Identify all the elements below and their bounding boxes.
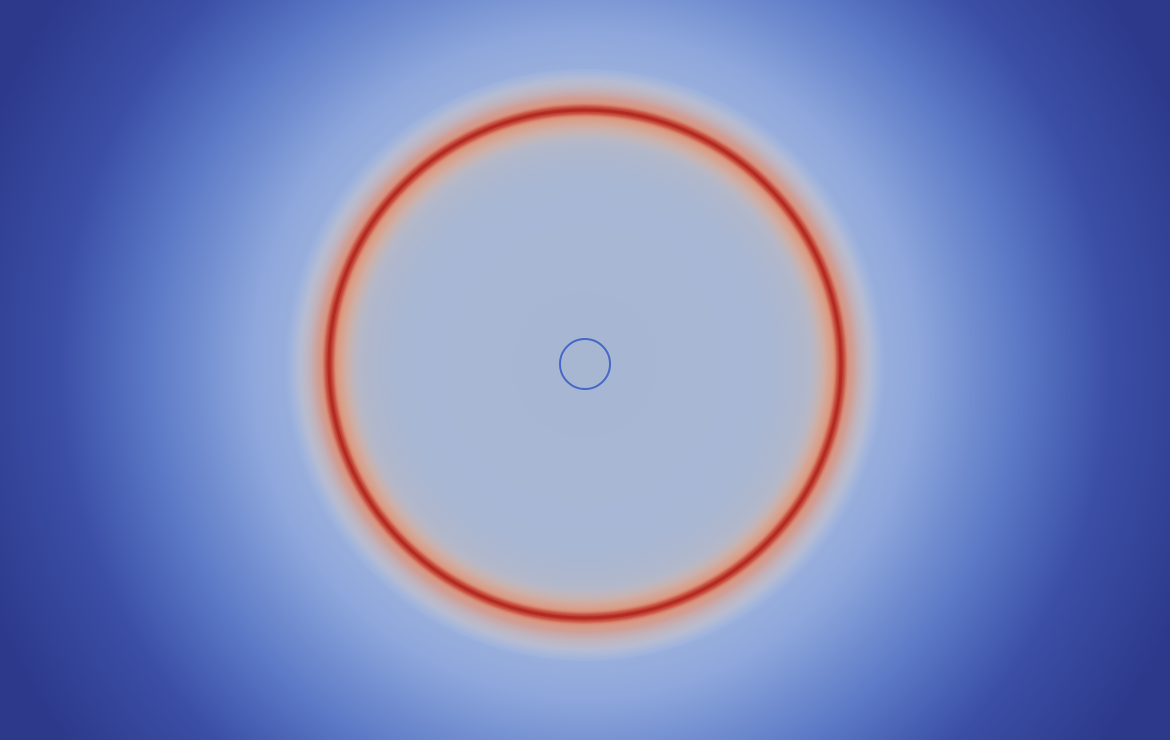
inner-field (353, 137, 817, 593)
outer-ring-core (327, 108, 843, 620)
inner-ring (559, 338, 611, 390)
